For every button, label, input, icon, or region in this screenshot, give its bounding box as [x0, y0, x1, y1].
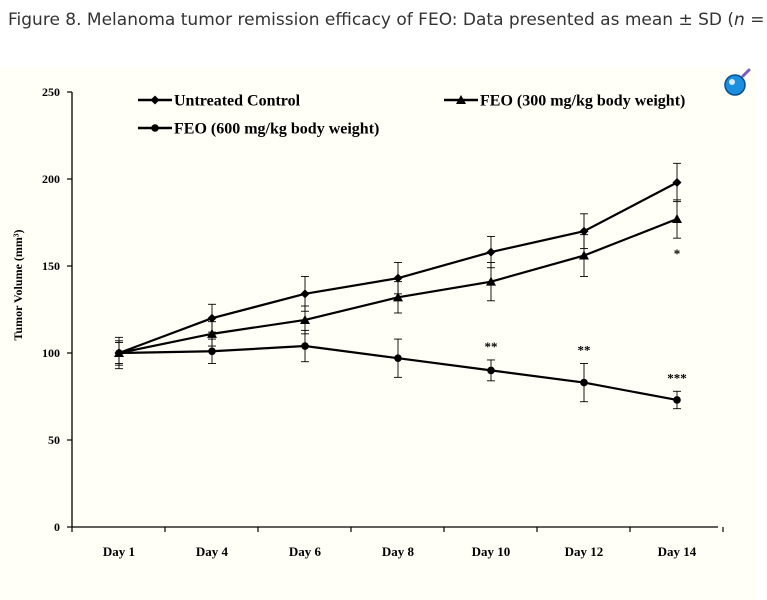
data-point-triangle	[672, 214, 682, 224]
data-point-circle	[115, 349, 123, 357]
data-point-triangle	[300, 314, 310, 324]
legend-swatch-triangle	[456, 95, 466, 104]
data-point-diamond	[486, 247, 496, 257]
caption-prefix: Figure 8. Melanoma tumor remission effic…	[8, 10, 735, 30]
x-tick-label: Day 8	[382, 544, 415, 559]
data-point-circle	[487, 366, 495, 375]
x-tick-label: Day 4	[196, 544, 229, 559]
x-tick-label: Day 14	[658, 544, 697, 559]
data-point-diamond	[393, 273, 403, 283]
data-point-circle	[580, 378, 588, 387]
legend-label: FEO (300 mg/kg body weight)	[480, 93, 685, 110]
significance-label: **	[485, 339, 498, 354]
y-tick-label: 200	[42, 172, 60, 186]
legend-item-2[interactable]: FEO (600 mg/kg body weight)	[138, 121, 379, 138]
caption-n-symbol: n	[734, 10, 745, 30]
magnifier-badge-icon[interactable]	[722, 68, 752, 98]
legend-swatch-circle	[151, 124, 159, 132]
y-tick-label: 50	[48, 433, 60, 447]
data-point-diamond	[300, 289, 310, 299]
y-tick-label: 250	[42, 85, 60, 99]
legend-item-1[interactable]: FEO (300 mg/kg body weight)	[444, 93, 685, 110]
data-point-diamond	[207, 313, 217, 323]
figure-caption: Figure 8. Melanoma tumor remission effic…	[8, 10, 767, 30]
figure-panel	[0, 68, 758, 600]
significance-label: **	[578, 342, 591, 357]
caption-suffix: = 6).	[750, 10, 767, 30]
x-tick-label: Day 1	[103, 544, 135, 559]
x-tick-label: Day 12	[565, 544, 604, 559]
data-point-circle	[301, 342, 309, 350]
data-point-triangle	[486, 276, 496, 286]
legend-item-0[interactable]: Untreated Control	[138, 93, 301, 110]
significance-label: *	[674, 246, 681, 261]
data-point-triangle	[393, 292, 403, 302]
x-tick-label: Day 10	[472, 544, 511, 559]
significance-label: ***	[667, 370, 687, 385]
data-point-diamond	[579, 226, 589, 236]
legend-label: FEO (600 mg/kg body weight)	[174, 121, 379, 138]
data-point-triangle	[207, 328, 217, 338]
x-tick-label: Day 6	[289, 544, 322, 559]
data-point-circle	[208, 347, 216, 356]
y-tick-label: 0	[54, 520, 60, 534]
data-point-diamond	[672, 177, 682, 187]
data-point-circle	[673, 396, 681, 404]
legend-swatch-diamond	[150, 95, 160, 105]
data-point-triangle	[579, 250, 589, 260]
y-axis-label: Tumor Volume (mm³)	[11, 230, 25, 341]
data-point-circle	[394, 354, 402, 363]
legend-label: Untreated Control	[174, 93, 301, 110]
y-tick-label: 100	[42, 346, 60, 360]
y-tick-label: 150	[42, 259, 60, 273]
